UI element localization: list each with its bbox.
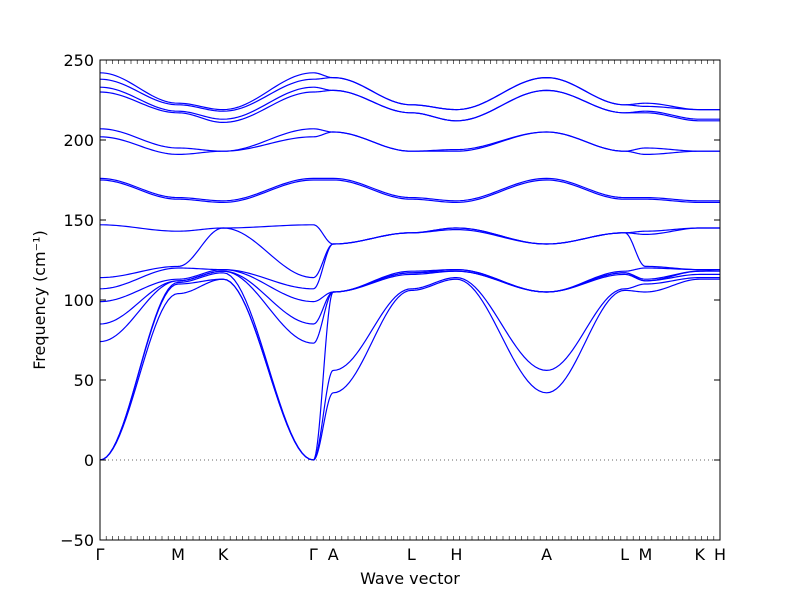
y-tick-label: 200 bbox=[63, 131, 94, 150]
band-line bbox=[99, 278, 720, 461]
x-tick-label: M bbox=[639, 545, 653, 564]
band-line bbox=[99, 224, 720, 245]
y-tick-label: 50 bbox=[74, 371, 94, 390]
band-line bbox=[99, 276, 720, 461]
x-tick-label: H bbox=[450, 545, 462, 564]
x-tick-label: L bbox=[620, 545, 629, 564]
band-line bbox=[99, 268, 721, 325]
y-tick-label: 0 bbox=[84, 451, 94, 470]
band-line bbox=[99, 76, 720, 112]
band-line bbox=[99, 128, 720, 152]
band-line bbox=[99, 179, 720, 204]
x-tick-label: L bbox=[407, 545, 416, 564]
band-line bbox=[99, 86, 720, 122]
x-tick-label: Γ bbox=[96, 545, 105, 564]
y-axis-label: Frequency (cm⁻¹) bbox=[30, 230, 49, 369]
plot-frame bbox=[99, 59, 721, 541]
x-tick-label: K bbox=[218, 545, 229, 564]
band-line bbox=[99, 227, 720, 279]
y-tick-label: 150 bbox=[63, 211, 94, 230]
y-tick-label: 100 bbox=[63, 291, 94, 310]
x-tick-label: A bbox=[541, 545, 552, 564]
y-ticks-layer: −50 0 50 100 150 200 250 bbox=[60, 51, 720, 550]
band-line bbox=[99, 72, 720, 111]
band-line bbox=[99, 228, 720, 290]
band-line bbox=[99, 270, 720, 461]
x-tick-label: A bbox=[328, 545, 339, 564]
band-line bbox=[99, 177, 720, 202]
band-line bbox=[99, 270, 720, 344]
x-tick-label: M bbox=[171, 545, 185, 564]
y-tick-label: −50 bbox=[60, 531, 94, 550]
x-tick-label: Γ bbox=[309, 545, 318, 564]
bands-layer bbox=[99, 72, 721, 461]
x-tick-label: H bbox=[714, 545, 726, 564]
band-line bbox=[99, 267, 720, 303]
x-axis-label: Wave vector bbox=[360, 569, 460, 588]
y-tick-label: 250 bbox=[63, 51, 94, 70]
x-tick-label: K bbox=[694, 545, 705, 564]
